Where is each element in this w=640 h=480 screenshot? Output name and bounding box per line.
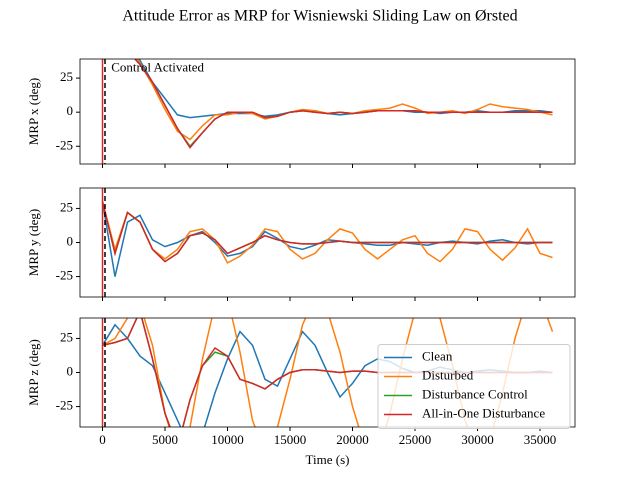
axes-frame — [79, 58, 576, 165]
x-tick-label: 15000 — [274, 432, 307, 447]
x-tick-label: 35000 — [524, 432, 557, 447]
series-line — [101, 201, 553, 263]
y-tick-label: -25 — [56, 137, 73, 152]
legend-label: Clean — [422, 348, 453, 363]
x-tick-label: 5000 — [152, 432, 178, 447]
x-tick-label: 10000 — [211, 432, 244, 447]
plot-area — [101, 188, 553, 297]
y-tick-label: 25 — [60, 199, 73, 214]
y-axis-label: MRP y (deg) — [26, 209, 41, 276]
annotation: Control Activated — [111, 60, 204, 75]
series-line — [101, 201, 553, 264]
x-axis-label: Time (s) — [306, 452, 350, 467]
legend-box — [377, 344, 571, 429]
y-axis-label: MRP z (deg) — [26, 339, 41, 406]
series-line — [133, 59, 553, 149]
y-tick-label: -25 — [56, 398, 73, 413]
y-tick-label: 25 — [60, 69, 73, 84]
plot-area — [101, 59, 553, 164]
series-line — [101, 201, 553, 263]
x-tick-label: 30000 — [461, 432, 494, 447]
figure-title: Attitude Error as MRP for Wisniewski Sli… — [122, 8, 517, 25]
legend-label: Disturbed — [422, 367, 474, 382]
x-tick-label: 0 — [99, 432, 106, 447]
y-axis-label: MRP x (deg) — [26, 78, 41, 145]
y-tick-label: 25 — [60, 329, 73, 344]
y-tick-label: -25 — [56, 268, 73, 283]
legend-label: Disturbance Control — [422, 386, 528, 401]
y-tick-label: 0 — [67, 103, 74, 118]
legend-label: All-in-One Disturbance — [422, 405, 545, 420]
x-tick-label: 25000 — [399, 432, 432, 447]
x-tick-label: 20000 — [336, 432, 369, 447]
y-tick-label: 0 — [67, 233, 74, 248]
y-tick-label: 0 — [67, 363, 74, 378]
